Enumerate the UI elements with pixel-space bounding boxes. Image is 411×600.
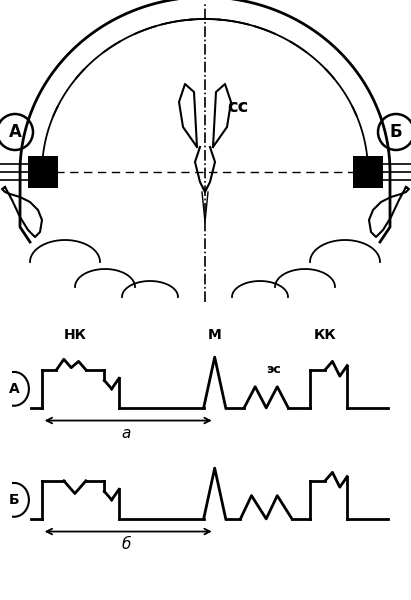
Text: Б: Б [9, 493, 19, 507]
Text: А: А [9, 123, 21, 141]
Text: НК: НК [63, 328, 86, 343]
Text: a: a [122, 425, 131, 440]
Bar [28, 156, 58, 188]
Text: эс: эс [266, 363, 281, 376]
Text: А: А [9, 382, 20, 396]
Text: Б: Б [390, 123, 402, 141]
Text: б: б [122, 536, 131, 551]
Text: КК: КК [314, 328, 337, 343]
Text: сс: сс [227, 98, 248, 116]
Text: М: М [208, 328, 222, 343]
Bar [353, 156, 383, 188]
